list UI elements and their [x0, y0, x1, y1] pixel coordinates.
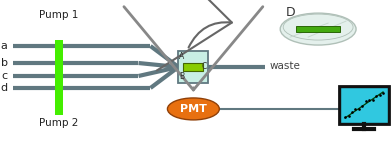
Bar — [296, 26, 340, 32]
Bar — [339, 86, 389, 124]
Bar — [54, 40, 63, 115]
Text: A: A — [180, 52, 185, 61]
FancyArrowPatch shape — [157, 0, 232, 70]
Text: a: a — [1, 41, 8, 51]
Bar — [183, 63, 203, 71]
Text: c: c — [2, 71, 8, 81]
FancyArrowPatch shape — [124, 7, 263, 90]
Ellipse shape — [280, 13, 356, 45]
Text: D: D — [285, 6, 295, 19]
Text: b: b — [1, 58, 8, 68]
Text: Pump 1: Pump 1 — [39, 10, 78, 20]
Text: B: B — [180, 72, 185, 81]
Text: PMT: PMT — [180, 104, 207, 114]
Ellipse shape — [167, 98, 220, 120]
Text: C: C — [202, 61, 207, 71]
Text: waste: waste — [269, 61, 300, 71]
Text: Pump 2: Pump 2 — [39, 118, 78, 128]
Bar — [340, 87, 388, 123]
Bar — [178, 51, 209, 83]
Text: d: d — [1, 83, 8, 93]
